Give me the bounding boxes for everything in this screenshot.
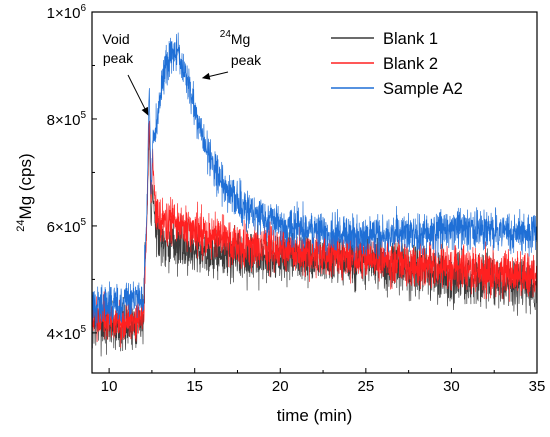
x-tick-label: 10 <box>101 378 118 395</box>
plot-frame <box>91 11 538 374</box>
y-tick-label: 6×105 <box>47 217 87 236</box>
x-tick-label: 20 <box>272 378 289 395</box>
legend: Blank 1 Blank 2 Sample A2 <box>331 30 463 98</box>
x-tick-label: 25 <box>358 378 375 395</box>
legend-label: Blank 2 <box>383 55 438 73</box>
x-tick-label: 30 <box>443 378 460 395</box>
mg-peak-annotation: 24Mg peak <box>220 29 262 68</box>
void-peak-arrowhead <box>141 106 149 116</box>
series-line-3 <box>91 32 538 329</box>
x-tick-label: 15 <box>186 378 203 395</box>
series-line-2 <box>91 120 538 348</box>
y-axis-label: 24Mg (cps) <box>15 153 35 231</box>
legend-label: Blank 1 <box>383 30 438 48</box>
x-axis-label: time (min) <box>277 406 353 425</box>
annotations: Void peak 24Mg peak <box>102 29 262 116</box>
void-peak-arrow <box>127 74 146 109</box>
series-layer <box>91 32 538 357</box>
ticks-layer: 10 15 20 25 30 35 4×105 6×105 8×105 1×106 <box>47 3 546 395</box>
void-peak-annotation: Void peak <box>102 31 134 66</box>
legend-label: Sample A2 <box>383 80 463 98</box>
mg-peak-arrow <box>209 71 229 77</box>
y-tick-label: 1×106 <box>47 3 87 22</box>
y-tick-label: 4×105 <box>47 324 87 343</box>
y-tick-label: 8×105 <box>47 110 87 129</box>
x-tick-label: 35 <box>529 378 546 395</box>
mg-peak-arrowhead <box>201 72 211 80</box>
